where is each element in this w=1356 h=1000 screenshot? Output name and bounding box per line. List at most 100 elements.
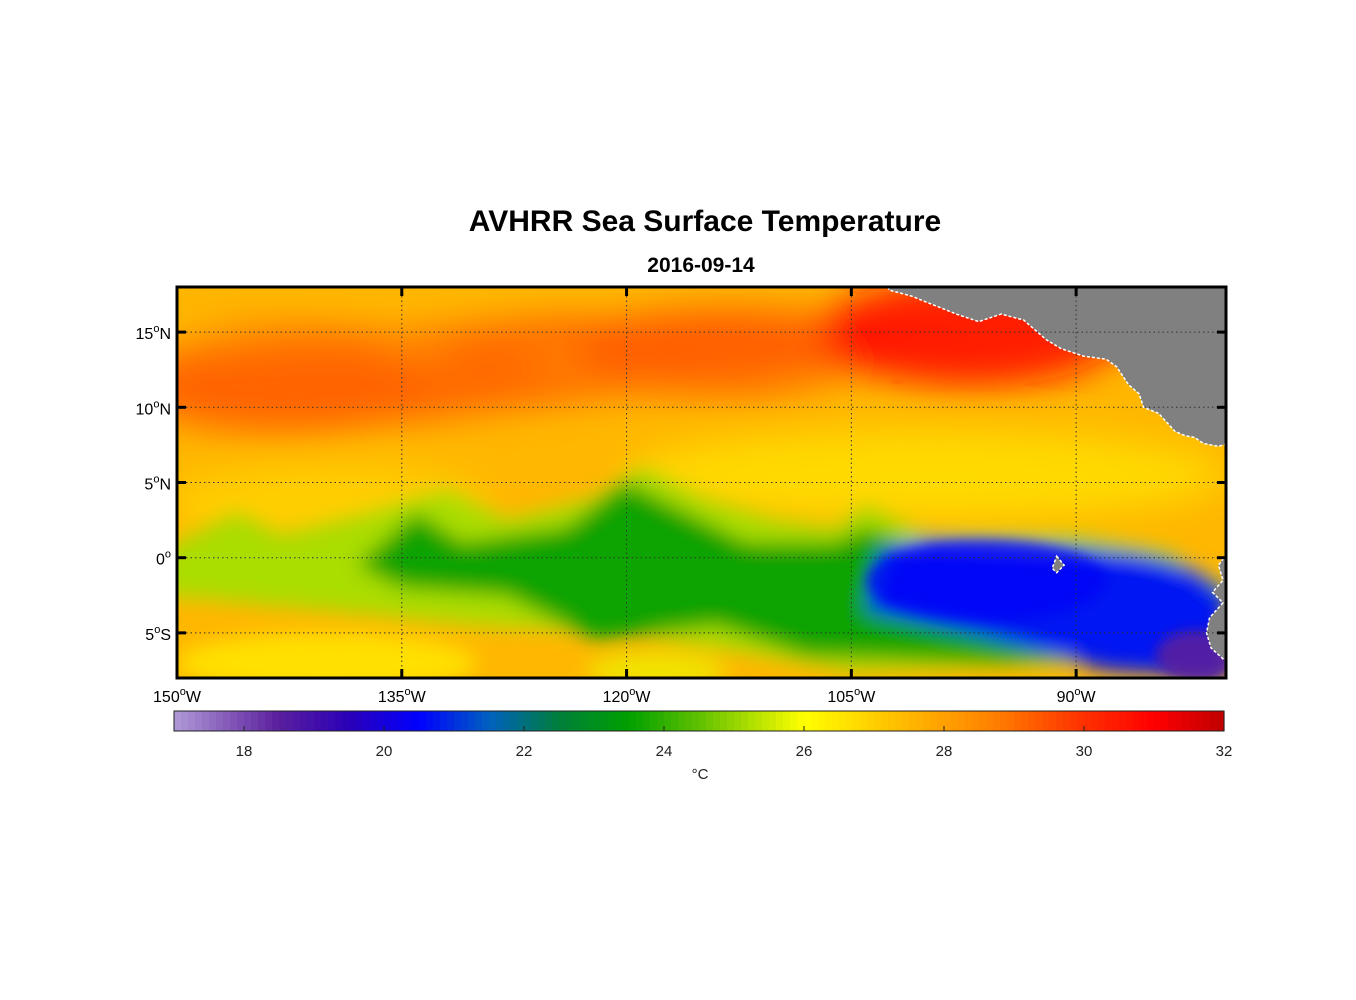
colorbar-segment bbox=[769, 711, 777, 731]
colorbar-segment bbox=[545, 711, 553, 731]
colorbar-segment bbox=[734, 711, 742, 731]
colorbar-segment bbox=[1196, 711, 1204, 731]
sst-south-margin-west bbox=[177, 632, 477, 678]
colorbar-segment bbox=[419, 711, 427, 731]
lat-tick-label: 10oN bbox=[136, 398, 171, 418]
colorbar-segment bbox=[300, 711, 308, 731]
colorbar-segment bbox=[1154, 711, 1162, 731]
lat-tick-label: 0o bbox=[156, 549, 171, 569]
sst-transition-east bbox=[626, 429, 1226, 520]
colorbar-segment bbox=[391, 711, 399, 731]
colorbar-segment bbox=[1098, 711, 1106, 731]
colorbar-segment bbox=[461, 711, 469, 731]
colorbar-segment bbox=[1105, 711, 1113, 731]
colorbar-segment bbox=[860, 711, 868, 731]
colorbar-segment bbox=[594, 711, 602, 731]
colorbar-segment bbox=[1070, 711, 1078, 731]
colorbar-segment bbox=[377, 711, 385, 731]
colorbar-segment bbox=[496, 711, 504, 731]
colorbar-segment bbox=[1035, 711, 1043, 731]
sst-detail-layer bbox=[866, 540, 1226, 678]
colorbar-segment bbox=[237, 711, 245, 731]
colorbar-segment bbox=[979, 711, 987, 731]
colorbar-segment bbox=[601, 711, 609, 731]
colorbar-segment bbox=[916, 711, 924, 731]
colorbar-segment bbox=[251, 711, 259, 731]
colorbar-segment bbox=[1119, 711, 1127, 731]
colorbar-segment bbox=[958, 711, 966, 731]
colorbar-segment bbox=[447, 711, 455, 731]
colorbar-segment bbox=[1217, 711, 1225, 731]
colorbar-segment bbox=[202, 711, 210, 731]
colorbar-segment bbox=[1091, 711, 1099, 731]
colorbar-segment bbox=[412, 711, 420, 731]
colorbar-segment bbox=[874, 711, 882, 731]
colorbar-segment bbox=[727, 711, 735, 731]
land-galapagos bbox=[1051, 554, 1066, 574]
colorbar-segment bbox=[783, 711, 791, 731]
colorbar-segment bbox=[405, 711, 413, 731]
colorbar-tick-label: 26 bbox=[796, 743, 813, 760]
colorbar-segment bbox=[321, 711, 329, 731]
colorbar-segment bbox=[1112, 711, 1120, 731]
lat-tick-label: 5oN bbox=[144, 474, 171, 494]
colorbar-segment bbox=[328, 711, 336, 731]
colorbar-segment bbox=[349, 711, 357, 731]
colorbar-segment bbox=[279, 711, 287, 731]
colorbar-segment bbox=[650, 711, 658, 731]
colorbar-segment bbox=[482, 711, 490, 731]
colorbar-segment bbox=[818, 711, 826, 731]
colorbar-segment bbox=[1063, 711, 1071, 731]
colorbar-segment bbox=[608, 711, 616, 731]
colorbar-segment bbox=[426, 711, 434, 731]
colorbar-segment bbox=[720, 711, 728, 731]
colorbar-segment bbox=[307, 711, 315, 731]
colorbar-segment bbox=[902, 711, 910, 731]
colorbar-segment bbox=[909, 711, 917, 731]
colorbar-segment bbox=[573, 711, 581, 731]
colorbar-segment bbox=[552, 711, 560, 731]
colorbar-segment bbox=[1126, 711, 1134, 731]
colorbar-segment bbox=[1084, 711, 1092, 731]
colorbar-segment bbox=[853, 711, 861, 731]
colorbar-segment bbox=[804, 711, 812, 731]
colorbar-segment bbox=[762, 711, 770, 731]
colorbar: 18 20 22 24 26 28 30 32 °C bbox=[173, 710, 1233, 783]
colorbar-segment bbox=[342, 711, 350, 731]
colorbar-segment bbox=[1175, 711, 1183, 731]
colorbar-segment bbox=[216, 711, 224, 731]
colorbar-segment bbox=[566, 711, 574, 731]
colorbar-segment bbox=[384, 711, 392, 731]
colorbar-segment bbox=[790, 711, 798, 731]
colorbar-segment bbox=[629, 711, 637, 731]
colorbar-tick-label: 24 bbox=[656, 743, 673, 760]
colorbar-segment bbox=[531, 711, 539, 731]
colorbar-segment bbox=[440, 711, 448, 731]
colorbar-segment bbox=[580, 711, 588, 731]
colorbar-segment bbox=[972, 711, 980, 731]
colorbar-segment bbox=[657, 711, 665, 731]
colorbar-segment bbox=[272, 711, 280, 731]
colorbar-segment bbox=[181, 711, 189, 731]
chart-subtitle: 2016-09-14 bbox=[647, 254, 755, 277]
colorbar-segment bbox=[1021, 711, 1029, 731]
colorbar-segment bbox=[986, 711, 994, 731]
colorbar-segment bbox=[1133, 711, 1141, 731]
colorbar-segment bbox=[615, 711, 623, 731]
colorbar-segment bbox=[1007, 711, 1015, 731]
colorbar-segment bbox=[1161, 711, 1169, 731]
colorbar-segment bbox=[335, 711, 343, 731]
colorbar-segment bbox=[1182, 711, 1190, 731]
colorbar-segment bbox=[825, 711, 833, 731]
colorbar-segment bbox=[293, 711, 301, 731]
colorbar-segment bbox=[209, 711, 217, 731]
sst-south-margin-mid bbox=[586, 652, 727, 678]
colorbar-segment bbox=[622, 711, 630, 731]
colorbar-segment bbox=[937, 711, 945, 731]
colorbar-segment bbox=[664, 711, 672, 731]
colorbar-tick-label: 32 bbox=[1216, 743, 1233, 760]
colorbar-segment bbox=[748, 711, 756, 731]
colorbar-segment bbox=[713, 711, 721, 731]
colorbar-segment bbox=[1077, 711, 1085, 731]
